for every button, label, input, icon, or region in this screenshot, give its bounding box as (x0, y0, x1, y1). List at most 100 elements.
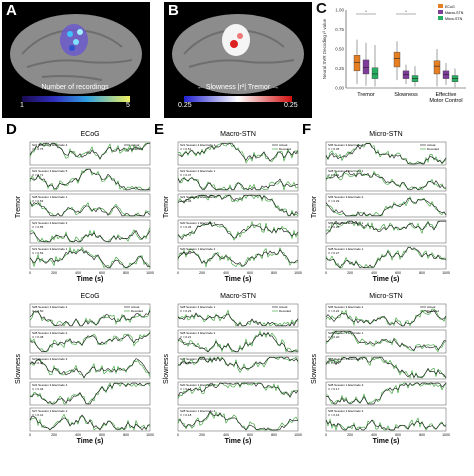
trace-r2: r² = 0.20 (328, 335, 340, 339)
time-tick-label: 0 (29, 271, 31, 275)
decoded-trace (177, 356, 299, 373)
time-tick-label: 1000 (442, 271, 450, 275)
actual-trace (29, 249, 151, 269)
decoded-trace (177, 411, 299, 431)
trace-r2: r² = 0.41 (32, 413, 44, 417)
c-ytick-label: 1.00 (335, 8, 344, 13)
c-box (433, 60, 441, 75)
time-tick-label: 800 (123, 271, 129, 275)
time-tick-label: 200 (199, 433, 205, 437)
c-category-label: Tremor (357, 92, 375, 98)
decoded-trace (29, 382, 151, 405)
trace-r2: r² = 0.48 (32, 361, 44, 365)
decoded-trace (29, 246, 151, 269)
panel-d-letter: D (6, 121, 17, 138)
trace-title: S27 Session 4 Electrode 3 (32, 357, 68, 361)
decoded-trace (325, 382, 447, 405)
decoded-trace (325, 220, 446, 234)
legend-actual-label: Actual (427, 305, 436, 309)
time-tick-label: 0 (177, 271, 179, 275)
panel-c-letter: C (316, 0, 327, 17)
trace-r2: r² = 0.22 (328, 309, 340, 313)
trace-title: S05 Session 4 Electrode 4 (328, 305, 364, 309)
trace-box (177, 329, 299, 354)
trace-title: S05 Session 3 Electrode 2 (328, 195, 364, 199)
time-tick-label: 200 (347, 271, 353, 275)
actual-trace (29, 142, 151, 160)
trace-title: S05 Session 3 Electrode 1 (328, 357, 364, 361)
legend-decoded-label: Decoded (427, 309, 439, 313)
trace-title: S28 Session 4 Electrode 2 (32, 331, 68, 335)
actual-trace (325, 310, 447, 327)
actual-trace (29, 202, 151, 217)
panel-f-letter: F (302, 121, 311, 138)
trace-title: S20 Session 1 Electrode 2 (180, 383, 216, 387)
c-legend-label: Macro-STN (445, 11, 464, 15)
trace-r2: r² = 0.63 (32, 199, 44, 203)
panel-e-title: Macro-STN (220, 293, 256, 300)
actual-trace (177, 177, 299, 191)
time-axis-label: Time (s) (373, 276, 400, 283)
time-tick-label: 0 (29, 433, 31, 437)
trace-title: S21 Session 4 Electrode 1 (32, 247, 68, 251)
trace-title: S27 Session 2 Electrode 3 (180, 357, 216, 361)
trace-r2: r² = 0.46 (32, 387, 44, 391)
trace-title: S05 Session 2 Electrode 1 (328, 221, 364, 225)
time-tick-label: 600 (395, 433, 401, 437)
trace-box (177, 245, 299, 270)
c-category-label: Effective (436, 92, 457, 98)
legend-actual-label: Actual (131, 305, 140, 309)
trace-title: S21 Session 4 Electrode 3 (32, 221, 68, 225)
trace-r2: r² = 0.28 (328, 225, 340, 229)
panel-e-title: Macro-STN (220, 131, 256, 138)
actual-trace (177, 382, 299, 398)
actual-trace (29, 414, 151, 431)
trace-r2: r² = 0.20 (180, 361, 192, 365)
trace-title: S21 Session 4 Electrode 5 (32, 169, 68, 173)
c-legend-swatch (438, 16, 443, 20)
actual-trace (29, 333, 151, 353)
c-legend-label: Micro-STN (445, 17, 463, 21)
decoded-trace (177, 309, 299, 327)
actual-trace (30, 168, 151, 191)
actual-trace (29, 382, 151, 405)
trace-r2: r² = 0.53 (32, 251, 44, 255)
trace-title: S28 Session 1 Electrode 1 (328, 247, 364, 251)
actual-trace (325, 170, 447, 191)
decoded-trace (325, 330, 447, 353)
panel-b-letter: B (168, 2, 179, 19)
legend-decoded-label: Decoded (427, 147, 439, 151)
time-axis-label: Time (s) (77, 438, 104, 445)
trace-title: S20 Session 1 Electrode 2 (180, 247, 216, 251)
time-tick-label: 600 (99, 433, 105, 437)
row-label: Tremor (15, 195, 22, 218)
time-tick-label: 600 (395, 271, 401, 275)
trace-title: S05 Session 2 Electrode 3 (328, 409, 364, 413)
trace-title: S27 Session 2 Electrode 2 (32, 409, 68, 413)
c-box (362, 59, 370, 75)
time-tick-label: 200 (199, 271, 205, 275)
time-tick-label: 400 (371, 271, 377, 275)
trace-box (29, 193, 151, 218)
row-label: Slowness (311, 354, 318, 384)
decoded-trace (325, 246, 447, 269)
trace-title: S28 Session 1 Electrode 3 (328, 383, 364, 387)
brain-panel-b (164, 2, 312, 118)
cbar-b-max: 0.25 (284, 102, 298, 109)
legend-decoded-label: Decoded (131, 147, 143, 151)
actual-trace (177, 249, 299, 267)
decoded-trace (29, 358, 151, 379)
c-box (353, 55, 361, 72)
trace-r2: r² = 0.50 (32, 309, 44, 313)
trace-r2: r² = 0.75 (32, 147, 44, 151)
trace-r2: r² = 0.16 (328, 413, 340, 417)
decoded-trace (29, 142, 150, 160)
box-chart: 0.00 0.25 0.50 0.75 1.00 Neural SVR Decoding … (322, 4, 466, 104)
actual-trace (177, 331, 299, 353)
trace-r2: r² = 0.48 (32, 335, 44, 339)
actual-trace (325, 419, 447, 431)
time-tick-label: 1000 (146, 433, 154, 437)
trace-figure: D ECoG S21 Session 4 Electrode 4r² = 0.75 A… (6, 121, 450, 445)
time-tick-label: 400 (75, 271, 81, 275)
trace-box (29, 329, 151, 354)
